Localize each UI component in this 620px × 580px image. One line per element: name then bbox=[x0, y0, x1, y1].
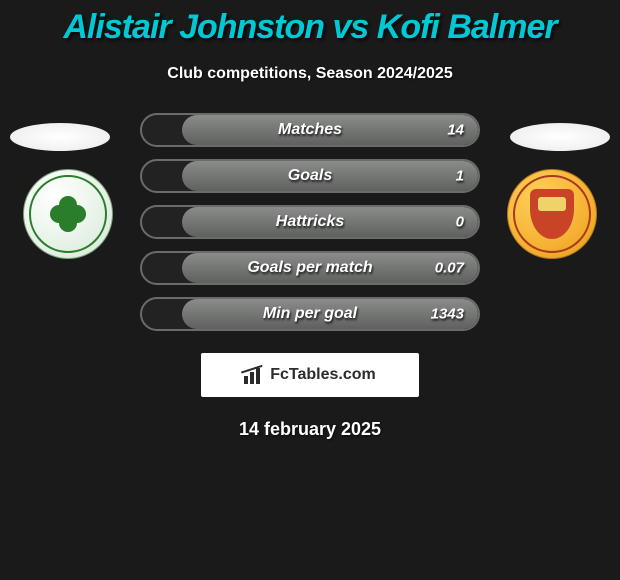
team-right-crest[interactable] bbox=[507, 169, 597, 259]
stat-row-goals: Goals 1 bbox=[140, 159, 480, 193]
player-left-oval bbox=[10, 123, 110, 151]
stat-value: 14 bbox=[447, 122, 464, 139]
brand-text: FcTables.com bbox=[270, 366, 376, 384]
chart-bars-icon bbox=[244, 366, 264, 384]
stat-label: Matches bbox=[278, 121, 342, 139]
stat-value: 0 bbox=[456, 214, 464, 231]
player-right-oval bbox=[510, 123, 610, 151]
stat-row-min-per-goal: Min per goal 1343 bbox=[140, 297, 480, 331]
stat-label: Goals per match bbox=[247, 259, 372, 277]
team-left-crest[interactable] bbox=[23, 169, 113, 259]
stat-row-matches: Matches 14 bbox=[140, 113, 480, 147]
comparison-card: Alistair Johnston vs Kofi Balmer Club co… bbox=[0, 0, 620, 580]
stat-label: Goals bbox=[288, 167, 332, 185]
brand-box[interactable]: FcTables.com bbox=[201, 353, 419, 397]
stat-value: 1 bbox=[456, 168, 464, 185]
stat-row-goals-per-match: Goals per match 0.07 bbox=[140, 251, 480, 285]
stat-rows: Matches 14 Goals 1 Hattricks 0 Goals per… bbox=[140, 113, 480, 343]
motherwell-ring-icon bbox=[513, 175, 591, 253]
date-text: 14 february 2025 bbox=[0, 419, 620, 440]
celtic-ring-icon bbox=[29, 175, 107, 253]
stat-label: Hattricks bbox=[276, 213, 344, 231]
stat-value: 1343 bbox=[431, 306, 464, 323]
stat-value: 0.07 bbox=[435, 260, 464, 277]
subtitle: Club competitions, Season 2024/2025 bbox=[0, 65, 620, 83]
page-title: Alistair Johnston vs Kofi Balmer bbox=[0, 8, 620, 47]
stat-row-hattricks: Hattricks 0 bbox=[140, 205, 480, 239]
shield-icon bbox=[530, 189, 574, 239]
clover-icon bbox=[50, 196, 86, 232]
stat-label: Min per goal bbox=[263, 305, 357, 323]
stats-area: Matches 14 Goals 1 Hattricks 0 Goals per… bbox=[0, 113, 620, 343]
